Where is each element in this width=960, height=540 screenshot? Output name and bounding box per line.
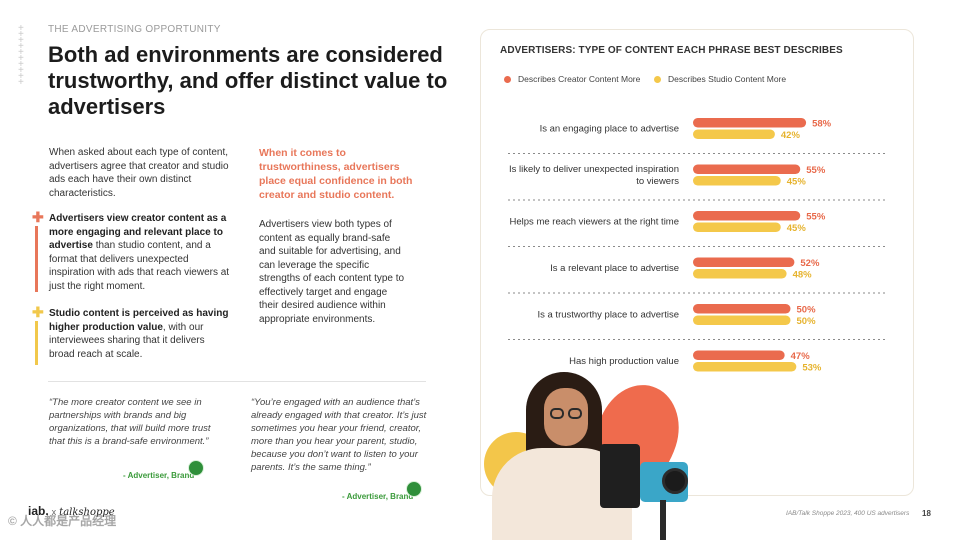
bar-studio [693, 222, 781, 232]
trust-callout: When it comes to trustworthiness, advert… [259, 147, 413, 201]
accent-bar [35, 226, 38, 292]
data-label: 48% [793, 270, 813, 281]
legend-item-creator: Describes Creator Content More [504, 74, 640, 84]
category-label: Is an engaging place to advertise [540, 124, 679, 135]
watermark: © 人人都是产品经理 [8, 514, 117, 528]
talkshoppe-logo: talkshoppe [59, 507, 115, 518]
decorative-dot-grid: + + + + + + + + + + [18, 23, 26, 88]
page-title: Both ad environments are considered trus… [48, 42, 448, 119]
legend-swatch-creator [504, 75, 511, 83]
category-label: Has high production value [569, 356, 679, 367]
chart-title: ADVERTISERS: TYPE OF CONTENT EACH PHRASE… [500, 45, 843, 56]
photo-glasses [550, 408, 564, 419]
photo-glasses [568, 408, 582, 419]
key-point-creator: ✚ Advertisers view creator content as a … [32, 209, 232, 293]
bar-creator [693, 350, 785, 360]
data-label: 52% [800, 258, 820, 269]
logo-separator: x [51, 507, 57, 517]
bar-creator [693, 118, 807, 128]
category-label: Is likely to deliver unexpected inspirat… [509, 164, 679, 175]
key-point-rest: than studio content, and a format that d… [49, 240, 230, 292]
category-label: to viewers [636, 176, 679, 187]
source-note: IAB/Talk Shoppe 2023, 400 US advertisers [786, 510, 910, 517]
legend-item-studio: Describes Studio Content More [654, 74, 786, 84]
data-label: 45% [787, 223, 807, 234]
partner-logo: iab. x talkshoppe [28, 504, 115, 518]
key-point-text: Advertisers view creator content as a mo… [49, 212, 232, 293]
bar-creator [693, 257, 795, 267]
data-label: 50% [797, 305, 817, 316]
tripod [660, 500, 666, 540]
key-point-bold-emphasis: higher production value [49, 321, 163, 333]
key-point-bold: Advertisers view creator content as a mo… [49, 213, 227, 251]
bar-creator [693, 211, 801, 221]
category-label: Is a relevant place to advertise [550, 263, 679, 274]
quote-2-attribution: - Advertiser, Brand [342, 492, 414, 501]
plus-icon: ✚ [32, 304, 44, 320]
key-point-rest: , with our interviewees sharing that it … [49, 321, 205, 360]
camera-lens [662, 468, 688, 494]
bar-creator [693, 304, 791, 314]
data-label: 55% [806, 165, 826, 176]
bar-studio [693, 129, 775, 139]
key-point-studio: ✚ Studio content is perceived as having … [32, 304, 232, 365]
legend-swatch-studio [654, 75, 661, 83]
user-avatar-icon [406, 481, 422, 497]
intro-paragraph: When asked about each type of content, a… [49, 147, 229, 199]
trust-paragraph: Advertisers view both types of content a… [259, 219, 405, 325]
iab-logo: iab. [28, 504, 49, 518]
page-number: 18 [922, 509, 931, 518]
user-avatar-icon [188, 460, 204, 476]
bar-chart: Is an engaging place to advertise 58% 42% I… [508, 118, 885, 374]
data-label: 50% [797, 316, 817, 327]
data-label: 53% [802, 363, 822, 374]
key-point-text: Studio content is perceived as having hi… [49, 307, 232, 361]
quote-1-attribution: - Advertiser, Brand [123, 471, 195, 480]
data-label: 55% [806, 212, 826, 223]
phone-icon [600, 444, 640, 508]
quote-2: “You’re engaged with an audience that’s … [251, 397, 427, 473]
plus-icon: ✚ [32, 209, 44, 225]
data-label: 42% [781, 130, 801, 141]
data-label: 58% [812, 119, 832, 130]
quote-1: “The more creator content we see in part… [49, 397, 211, 447]
bar-studio [693, 362, 797, 372]
data-label: 45% [787, 177, 807, 188]
section-eyebrow: THE ADVERTISING OPPORTUNITY [48, 24, 221, 35]
category-label: Is a trustworthy place to advertise [537, 310, 679, 321]
category-label: Helps me reach viewers at the right time [510, 217, 679, 228]
bar-studio [693, 269, 787, 279]
accent-bar [35, 321, 38, 365]
legend-label-studio: Describes Studio Content More [668, 74, 787, 84]
bar-studio [693, 176, 781, 186]
bar-studio [693, 315, 791, 325]
camera-icon [640, 462, 688, 502]
key-point-bold: Studio content is perceived as having [49, 308, 229, 319]
legend-label-creator: Describes Creator Content More [518, 74, 641, 84]
section-divider [48, 381, 426, 382]
bar-creator [693, 164, 801, 174]
data-label: 47% [791, 351, 811, 362]
